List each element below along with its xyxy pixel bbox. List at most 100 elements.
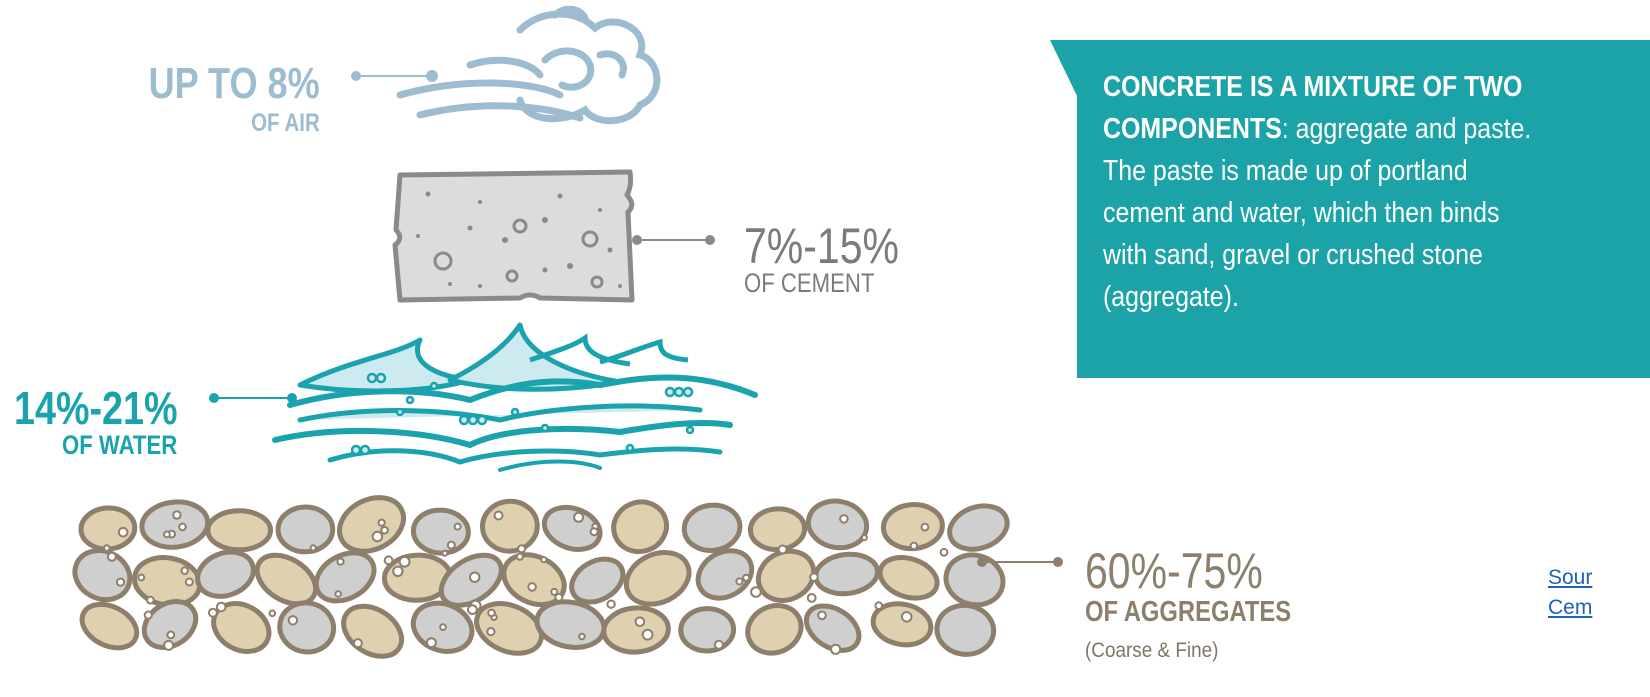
aggregate-grain	[809, 572, 819, 582]
aggregate-grain	[371, 530, 384, 543]
aggregate-pebble	[195, 549, 256, 599]
info-heading-line2: COMPONENTS	[1103, 113, 1282, 145]
water-connector-dot	[209, 393, 219, 403]
aggregate-pebble	[756, 548, 817, 603]
aggregate-grain	[909, 541, 919, 551]
source-link-line1[interactable]: Sour	[1548, 566, 1593, 589]
aggregate-pebble	[601, 605, 671, 655]
air-percentage-label: UP TO 8%	[148, 59, 320, 108]
aggregate-pebble	[943, 552, 1006, 608]
aggregate-pebble	[877, 555, 940, 601]
info-line2-text: : aggregate and paste.	[1281, 113, 1532, 145]
aggregate-pebble	[541, 504, 603, 552]
aggregate-pebble	[747, 506, 808, 553]
aggregate-pebble	[611, 499, 670, 555]
aggregate-grain	[554, 592, 564, 602]
aggregate-pebble	[745, 603, 804, 656]
aggregate-grain	[137, 573, 146, 582]
aggregate-pebble	[275, 504, 336, 555]
aggregate-pebble	[141, 599, 199, 650]
aggregate-grain	[939, 547, 949, 557]
aggregate-pebble	[947, 503, 1010, 552]
aggregate-pebble	[254, 552, 319, 607]
aggregate-grain	[742, 573, 751, 582]
aggregate-grain	[487, 608, 496, 618]
aggregate-pebble	[78, 505, 138, 552]
aggregates-component-label: OF AGGREGATES	[1085, 596, 1292, 628]
cement-connector-dot	[705, 235, 715, 245]
aggregate-grain	[287, 615, 299, 626]
aggregate-grain	[573, 511, 585, 523]
aggregate-grain	[713, 639, 724, 650]
aggregate-grain	[550, 587, 559, 596]
aggregate-grain	[309, 544, 317, 552]
aggregate-grain	[486, 627, 496, 637]
aggregate-grain	[578, 632, 586, 641]
aggregate-grain	[527, 582, 537, 592]
aggregate-grain	[215, 601, 227, 613]
aggregate-grain	[446, 540, 456, 550]
aggregate-grain	[874, 601, 884, 611]
info-line4: cement and water, which then binds	[1103, 197, 1500, 229]
aggregate-grain	[180, 566, 189, 576]
aggregate-pebble	[695, 548, 755, 601]
aggregate-grain	[117, 526, 129, 538]
aggregate-grain	[735, 577, 744, 586]
aggregate-grain	[334, 590, 343, 598]
aggregate-pebble	[277, 600, 337, 655]
source-link-line2[interactable]: Cem	[1548, 596, 1593, 619]
aggregate-grain	[207, 607, 218, 618]
aggregate-pebble	[341, 603, 405, 659]
info-box: CONCRETE IS A MIXTURE OF TWO COMPONENTS:…	[1077, 40, 1650, 378]
aggregate-grain	[920, 522, 930, 532]
aggregate-grain	[103, 544, 111, 552]
info-line5: with sand, gravel or crushed stone	[1103, 239, 1483, 271]
aggregate-grain	[143, 610, 153, 620]
aggregate-grain	[377, 518, 386, 527]
aggregate-pebble	[313, 550, 377, 604]
aggregate-grain	[184, 577, 194, 587]
aggregate-grain	[268, 609, 277, 618]
aggregate-grain	[860, 534, 868, 542]
aggregate-grain	[398, 555, 411, 568]
aggregate-grain	[163, 530, 171, 539]
cement-percentage-label: 7%-15%	[744, 218, 899, 274]
aggregate-grain	[336, 557, 345, 566]
aggregate-grain	[172, 510, 182, 520]
aggregate-grain	[392, 565, 404, 577]
aggregate-grain	[115, 577, 126, 587]
source-link[interactable]: Sour Cem	[1548, 563, 1592, 623]
aggregate-grain	[641, 628, 654, 641]
aggregate-pebble	[623, 550, 692, 607]
aggregate-pebble	[569, 556, 626, 605]
aggregate-grain	[589, 527, 599, 537]
aggregate-pebble	[678, 606, 737, 654]
aggregate-grain	[469, 571, 481, 583]
aggregate-grain	[383, 555, 394, 566]
aggregate-grain	[515, 552, 525, 561]
aggregate-stones-icon	[72, 495, 1010, 659]
aggregate-grain	[163, 639, 175, 651]
info-line6: (aggregate).	[1103, 281, 1239, 313]
aggregate-grain	[606, 599, 616, 609]
aggregate-grain	[750, 586, 762, 598]
aggregate-pebble	[211, 601, 272, 654]
aggregate-grain	[777, 544, 788, 555]
info-heading-line1: CONCRETE IS A MIXTURE OF TWO	[1103, 71, 1523, 103]
aggregate-grain	[146, 595, 155, 605]
aggregate-pebble	[934, 602, 997, 657]
aggregate-grain	[517, 544, 527, 554]
info-box-notch	[1050, 40, 1078, 98]
aggregate-pebble	[534, 599, 607, 650]
air-connector-dot	[351, 71, 361, 81]
aggregate-pebble	[337, 495, 406, 554]
aggregate-grain	[839, 514, 849, 524]
aggregate-grain	[467, 604, 478, 615]
aggregate-grain	[900, 611, 913, 623]
aggregate-pebble	[139, 499, 211, 550]
aggregate-grain	[830, 643, 842, 655]
aggregate-pebble	[72, 548, 133, 603]
aggregate-grain	[106, 551, 117, 562]
